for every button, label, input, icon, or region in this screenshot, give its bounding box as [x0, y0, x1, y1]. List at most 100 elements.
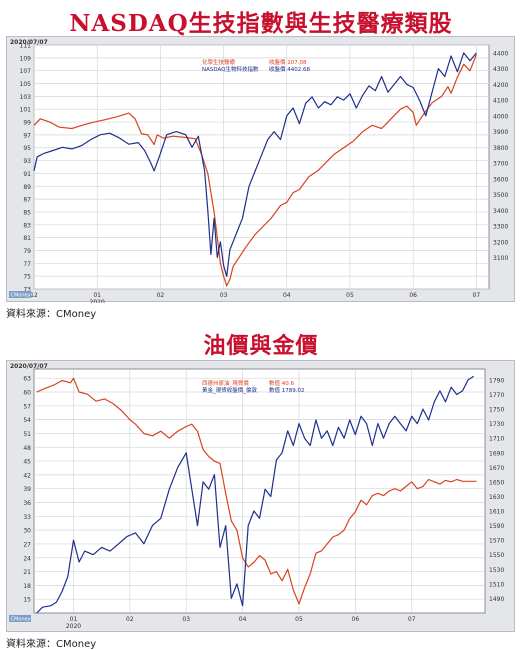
chart2-y-left-tick-label: 24: [23, 555, 31, 562]
chart1-legend-value-2: 收盤價 4402.68: [269, 65, 310, 73]
chart2-y-left-tick-label: 45: [23, 459, 31, 466]
chart2-y-left-tick-label: 48: [23, 445, 31, 452]
chart1-plot-area: [33, 44, 490, 290]
chart1-series-line-1: [33, 54, 477, 287]
chart2-y-left-tick-label: 39: [23, 486, 31, 493]
chart1-y-left-tick-label: 103: [20, 94, 32, 101]
chart2-legend-name-1: 西德州原油_現貨價: [202, 379, 249, 387]
chart2-legend-value-2: 數值 1789.02: [269, 386, 305, 394]
chart1-x-tick-label: 06: [409, 292, 417, 299]
chart2-y-right-tick-label: 1510: [489, 581, 504, 588]
chart1-y-right-tick-label: 3300: [493, 224, 508, 231]
chart1-x-tick-label: 01: [93, 292, 101, 299]
chart2-y-left-tick-label: 36: [23, 500, 31, 507]
chart1-svg: 111 109 107 105 103 101 99 97 95 93 91 89 87 85 83 81 79…: [9, 39, 508, 303]
chart2-y-right-tick-label: 1670: [489, 465, 504, 472]
chart1-y-right-tick-label: 3700: [493, 161, 508, 168]
chart1-x-tick-label: 12: [30, 292, 38, 299]
chart2-y-right-tick-label: 1590: [489, 523, 504, 530]
chart1-y-left-tick-label: 77: [23, 261, 31, 268]
chart2-y-right-tick-label: 1690: [489, 450, 504, 457]
chart2-plot-area: [33, 368, 486, 614]
chart1-y-right-tick-label: 3800: [493, 145, 508, 152]
chart1-y-left-tick-label: 111: [20, 43, 32, 50]
chart2-x-tick-label: 05: [295, 616, 303, 623]
chart1-y-right-tick-label: 3200: [493, 239, 508, 246]
chart2-x-tick-label: 03: [182, 616, 190, 623]
chart1-y-right-tick-label: 4300: [493, 66, 508, 73]
chart2-y-right-tick-label: 1650: [489, 479, 504, 486]
chart1-y-right-tick-label: 3100: [493, 255, 508, 262]
chart1-y-left-tick-label: 75: [23, 274, 31, 281]
chart2-title: 油價與金價: [203, 333, 319, 359]
chart2-y-right-tick-label: 1490: [489, 596, 504, 603]
chart2-y-left-tick-label: 18: [23, 583, 31, 590]
chart2-y-right-tick-label: 1790: [489, 377, 504, 384]
chart1-watermark-box: [9, 291, 31, 298]
chart2-y-left-tick-label: 42: [23, 472, 31, 479]
chart1-y-right-tick-label: 4000: [493, 113, 508, 120]
chart1-y-left-tick-label: 109: [20, 55, 32, 62]
chart1-source-note: 資料來源：CMoney: [6, 309, 97, 320]
chart1-y-left-tick-label: 79: [23, 248, 31, 255]
chart2-y-right-tick-label: 1750: [489, 407, 504, 414]
chart1-watermark: CMoney: [11, 293, 31, 299]
chart1-y-left-tick-label: 83: [23, 222, 31, 229]
chart2-y-left-tick-label: 51: [23, 431, 31, 438]
chart2-date-stamp: 2020/07/07: [10, 363, 48, 370]
chart1-series-line-2: [33, 52, 477, 277]
chart1-y-right-tick-label: 3500: [493, 192, 508, 199]
chart1-y-left-tick-label: 87: [23, 197, 31, 204]
chart2-y-left-tick-label: 15: [23, 597, 31, 604]
chart2-y-left-tick-label: 27: [23, 541, 31, 548]
chart2-panel: 63 60 57 54 51 48 45 42 39 36 33 30 27 24 21 18 15 1790 17…: [6, 360, 515, 632]
chart1-y-left-tick-label: 95: [23, 145, 31, 152]
chart2-y-right-tick-label: 1570: [489, 538, 504, 545]
chart1-x-tick-label: 04: [283, 292, 291, 299]
chart1-legend-name-1: 化學生技醫療: [202, 58, 236, 66]
chart2-series-line-2: [36, 375, 475, 614]
chart2-y-left-tick-label: 54: [23, 417, 31, 424]
chart1-y-left-tick-label: 85: [23, 209, 31, 216]
chart1-x-tick-label: 03: [220, 292, 228, 299]
chart2-watermark: CMoney: [11, 617, 31, 623]
chart1-y-right-tick-label: 4100: [493, 98, 508, 105]
chart1-y-left-tick-label: 101: [20, 107, 32, 114]
chart2-x-tick-label: 04: [239, 616, 247, 623]
chart1-y-left-tick-label: 81: [23, 235, 31, 242]
chart2-legend-value-1: 數值 40.6: [269, 379, 294, 387]
chart2-y-right-tick-label: 1730: [489, 421, 504, 428]
chart2-x-tick-label: 07: [408, 616, 416, 623]
chart2-x-tick-label: 06: [352, 616, 360, 623]
chart2-series-line-1: [36, 377, 477, 605]
chart1-x-tick-label: 07: [473, 292, 481, 299]
chart2-y-right-tick-label: 1630: [489, 494, 504, 501]
chart2-legend-name-2: 黃金_現貨收盤價_倫敦: [202, 386, 258, 394]
chart1-y-left-tick-label: 89: [23, 184, 31, 191]
chart1-y-left-tick-label: 99: [23, 120, 31, 127]
chart2-y-left-tick-label: 63: [23, 376, 31, 383]
chart2-svg: 63 60 57 54 51 48 45 42 39 36 33 30 27 24 21 18 15 1790 17…: [9, 363, 504, 630]
chart1-y-left-tick-label: 73: [23, 287, 31, 294]
chart1-title: NASDAQ生技指數與生技醫療類股: [69, 10, 453, 37]
chart2-y-left-tick-label: 33: [23, 514, 31, 521]
chart2-y-right-tick-label: 1770: [489, 392, 504, 399]
chart1-y-right-tick-label: 4200: [493, 82, 508, 89]
chart2-y-right-tick-label: 1530: [489, 567, 504, 574]
chart2-y-left-tick-label: 21: [23, 569, 31, 576]
chart2-watermark-box: [9, 615, 31, 622]
chart2-y-left-tick-label: 57: [23, 403, 31, 410]
chart1-legend-value-1: 收盤價 107.08: [269, 58, 307, 66]
chart1-x-year-label: 2020: [90, 299, 105, 303]
chart1-y-left-tick-label: 93: [23, 158, 31, 165]
chart1-y-right-tick-label: 4400: [493, 50, 508, 57]
chart2-source-note: 資料來源：CMoney: [6, 639, 97, 650]
chart2-x-year-label: 2020: [66, 623, 81, 630]
chart1-x-tick-label: 05: [346, 292, 354, 299]
chart1-y-left-tick-label: 107: [20, 68, 32, 75]
chart2-y-right-tick-label: 1610: [489, 509, 504, 516]
chart1-x-tick-label: 02: [157, 292, 165, 299]
chart2-y-right-tick-label: 1710: [489, 436, 504, 443]
chart2-y-right-tick-label: 1550: [489, 552, 504, 559]
chart2-x-tick-label: 02: [126, 616, 134, 623]
